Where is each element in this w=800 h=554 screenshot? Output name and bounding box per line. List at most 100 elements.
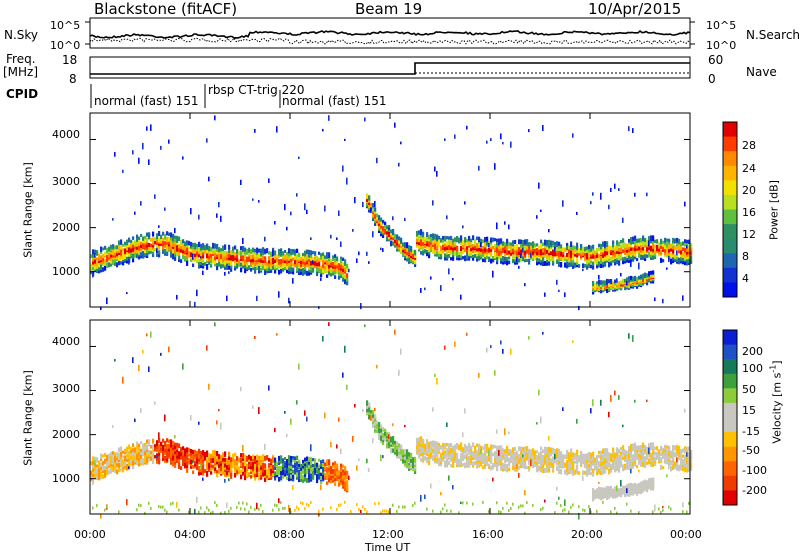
velocity-cell (558, 459, 561, 464)
velocity-cell (210, 471, 213, 475)
power-cell (606, 249, 609, 254)
power-cell (396, 239, 399, 243)
power-cell (422, 236, 425, 241)
velocity-cell (166, 443, 169, 450)
power-cell (548, 256, 551, 262)
power-cell (540, 244, 543, 250)
power-cell (194, 253, 197, 258)
velocity-cell (630, 492, 633, 496)
velocity-noise-cell (278, 498, 280, 504)
power-cell (542, 242, 545, 247)
velocity-noise-cell (364, 324, 366, 328)
velocity-cell (342, 485, 345, 489)
power-cell (104, 258, 107, 263)
power-cell (428, 240, 431, 246)
power-cell (466, 247, 469, 253)
power-cell (180, 240, 183, 246)
velocity-cell (138, 445, 141, 450)
velocity-cell (408, 457, 411, 462)
power-cell (680, 257, 683, 261)
velocity-cell (396, 448, 399, 453)
power-cell (106, 247, 109, 254)
velocity-cell (454, 444, 457, 449)
power-cell (650, 272, 653, 278)
velocity-cell (186, 459, 189, 466)
velocity-cell (682, 448, 685, 453)
velocity-cell (202, 453, 205, 458)
power-cell (628, 246, 631, 253)
power-cell (658, 242, 661, 247)
power-cell (208, 261, 211, 265)
velocity-cell (202, 468, 205, 474)
power-cell (390, 232, 393, 236)
velocity-cell (650, 456, 653, 462)
power-cell (536, 253, 539, 258)
power-cell (690, 242, 693, 248)
velocity-cell (368, 402, 371, 406)
velocity-cell (478, 453, 481, 459)
velocity-noise-cell (322, 335, 324, 342)
velocity-cell (110, 453, 113, 460)
power-cell (166, 248, 169, 252)
velocity-cell (170, 439, 173, 445)
power-cell (320, 265, 323, 269)
power-cell (502, 246, 505, 251)
velocity-cell (540, 468, 543, 473)
velocity-cell (570, 469, 573, 474)
velocity-noise-cell (342, 372, 344, 378)
velocity-cell (300, 464, 303, 468)
power-cell (468, 252, 471, 256)
power-cell (486, 236, 489, 242)
power-cell (544, 239, 547, 246)
power-noise-cell (662, 298, 664, 304)
velocity-cell (454, 456, 457, 460)
velocity-cell (644, 459, 647, 466)
velocity-cell (626, 456, 629, 460)
power-noise-cell (626, 281, 628, 285)
power-cell (436, 241, 439, 247)
power-cell (146, 241, 149, 246)
velocity-noise-cell (604, 448, 606, 454)
velocity-cell (662, 455, 665, 459)
velocity-cell (186, 447, 189, 453)
velocity-cell (304, 476, 307, 482)
power-noise-cell (194, 301, 196, 307)
velocity-cell (290, 460, 293, 466)
velocity-cell (374, 421, 377, 426)
velocity-cell (200, 468, 203, 473)
power-cell (300, 261, 303, 268)
power-cell (154, 241, 157, 245)
power-cell (606, 259, 609, 263)
velocity-cell (164, 455, 167, 461)
power-cell (320, 271, 323, 278)
velocity-cell (610, 463, 613, 469)
power-cell (622, 278, 625, 285)
power-cell (338, 275, 341, 280)
velocity-noise-cell (516, 463, 518, 469)
velocity-cell (418, 440, 421, 447)
power-cell (442, 236, 445, 240)
velocity-cell (568, 465, 571, 470)
power-cell (510, 242, 513, 246)
velocity-cell (448, 450, 451, 455)
velocity-cell (438, 442, 441, 447)
power-cell (344, 274, 347, 280)
power-cell (618, 254, 621, 261)
power-cell (310, 259, 313, 266)
xtick-00: 00:00 (74, 528, 106, 541)
velocity-cell (678, 451, 681, 457)
power-cell (340, 256, 343, 260)
power-cell (172, 233, 175, 238)
velocity-cell (334, 482, 337, 486)
power-cell (588, 261, 591, 267)
power-cell (332, 266, 335, 272)
velocity-cell (504, 449, 507, 454)
power-cell (132, 256, 135, 263)
power-cell (426, 232, 429, 238)
velocity-cell (222, 452, 225, 456)
power-noise-cell (132, 150, 134, 155)
velocity-cell (512, 461, 515, 467)
velocity-cell (486, 443, 489, 449)
velocity-cell (460, 442, 463, 448)
velocity-noise-cell (160, 352, 162, 356)
